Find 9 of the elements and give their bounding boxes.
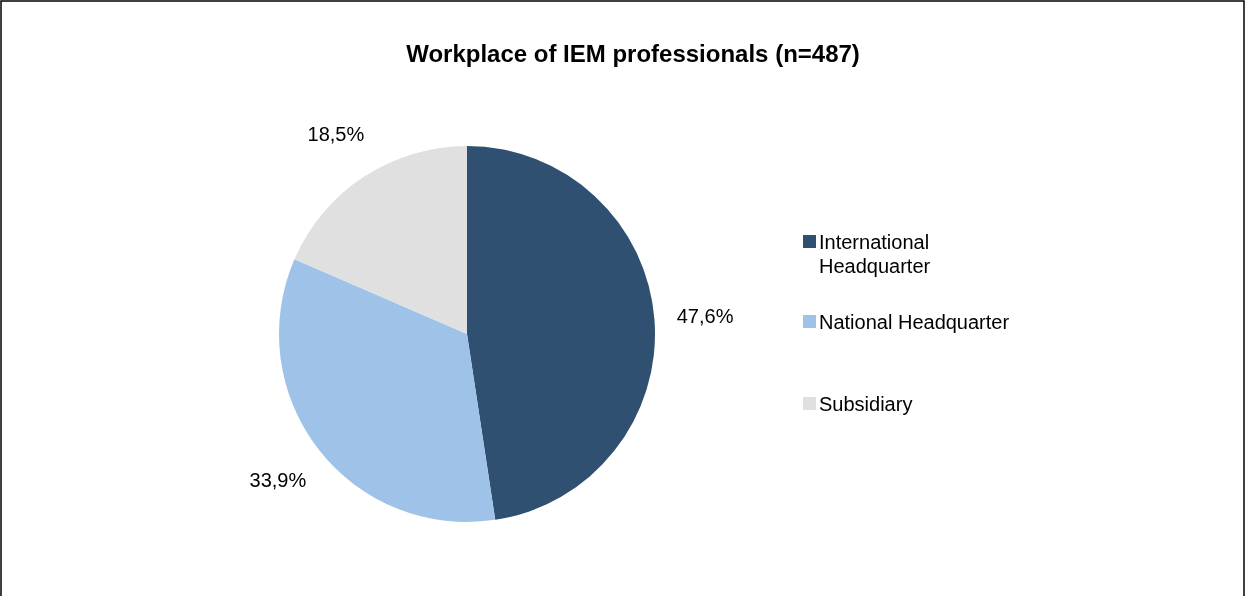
data-label: 18,5% xyxy=(307,123,365,146)
pie-slice xyxy=(294,146,467,334)
data-label: 33,9% xyxy=(249,468,307,491)
legend-label: Subsidiary xyxy=(819,393,913,415)
pie-slice xyxy=(467,146,655,520)
legend-label: International Headquarter xyxy=(819,231,931,277)
chart-title: Workplace of IEM professionals (n=487) xyxy=(406,40,860,67)
data-label: 47,6% xyxy=(676,305,734,328)
legend-label: National Headquarter xyxy=(819,311,1010,333)
